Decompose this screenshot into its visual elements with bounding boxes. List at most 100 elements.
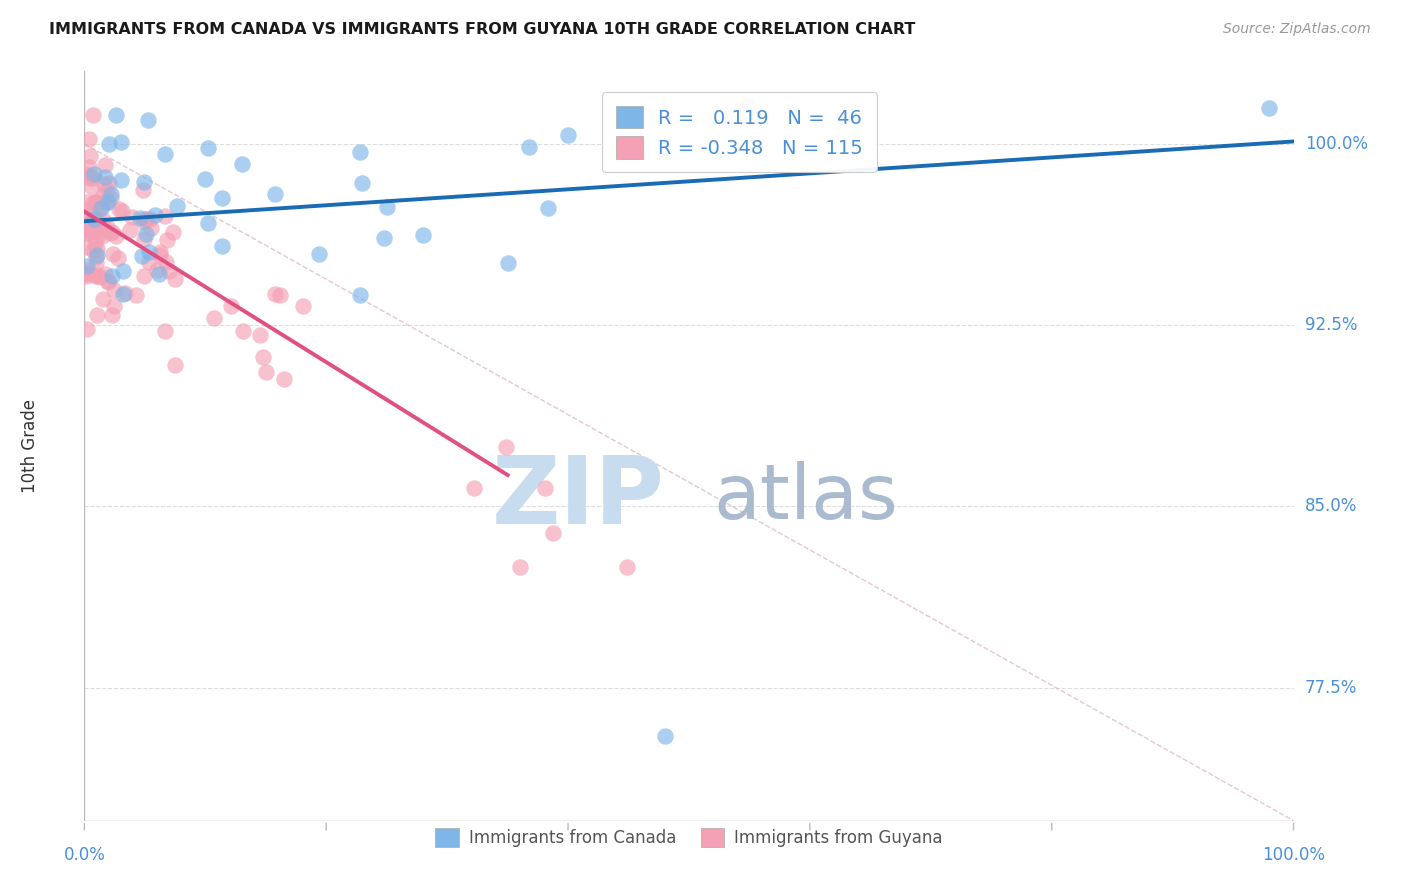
- Point: [157, 264, 180, 278]
- Point: [162, 226, 184, 240]
- Point: [138, 255, 160, 269]
- Text: 100.0%: 100.0%: [1263, 846, 1324, 863]
- Point: [101, 268, 124, 283]
- Point: [75, 239, 97, 253]
- Point: [132, 268, 155, 283]
- Point: [100, 225, 122, 239]
- Point: [82, 243, 104, 257]
- Point: [132, 232, 155, 246]
- Point: [291, 299, 314, 313]
- Point: [82, 195, 104, 210]
- Point: [93, 178, 115, 192]
- Point: [211, 191, 233, 205]
- Point: [75, 266, 97, 280]
- Text: 100.0%: 100.0%: [1305, 135, 1368, 153]
- Legend: Immigrants from Canada, Immigrants from Guyana: Immigrants from Canada, Immigrants from …: [429, 821, 949, 854]
- Point: [738, 98, 761, 112]
- Point: [79, 207, 101, 221]
- Point: [80, 208, 103, 222]
- Point: [131, 249, 153, 263]
- Point: [79, 222, 101, 236]
- Point: [155, 147, 177, 161]
- Point: [197, 216, 219, 230]
- Point: [153, 209, 176, 223]
- Point: [534, 481, 557, 495]
- Point: [125, 287, 148, 301]
- Point: [79, 170, 101, 185]
- Point: [91, 199, 114, 213]
- Point: [75, 226, 97, 240]
- Point: [249, 328, 271, 343]
- Point: [107, 202, 129, 217]
- Point: [86, 199, 108, 213]
- Point: [83, 212, 105, 227]
- Point: [537, 201, 560, 215]
- Point: [349, 145, 371, 160]
- Point: [79, 149, 101, 163]
- Point: [121, 211, 143, 225]
- Point: [156, 233, 179, 247]
- Point: [97, 274, 120, 288]
- Point: [84, 256, 107, 270]
- Point: [79, 160, 101, 174]
- Point: [89, 224, 111, 238]
- Point: [211, 238, 233, 252]
- Point: [90, 229, 112, 244]
- Point: [82, 108, 104, 122]
- Point: [86, 195, 108, 210]
- Point: [75, 203, 97, 218]
- Point: [197, 141, 219, 155]
- Point: [231, 157, 253, 171]
- Point: [103, 299, 125, 313]
- Point: [165, 272, 187, 286]
- Point: [375, 200, 398, 214]
- Point: [112, 286, 135, 301]
- Point: [557, 128, 579, 142]
- Point: [89, 218, 111, 232]
- Point: [495, 440, 517, 454]
- Point: [264, 186, 287, 201]
- Point: [120, 223, 142, 237]
- Text: 0.0%: 0.0%: [63, 846, 105, 863]
- Point: [129, 211, 152, 225]
- Point: [541, 525, 564, 540]
- Point: [252, 350, 274, 364]
- Point: [110, 136, 132, 150]
- Point: [84, 250, 107, 264]
- Point: [232, 324, 254, 338]
- Point: [103, 246, 125, 260]
- Point: [97, 194, 120, 209]
- Point: [77, 131, 100, 145]
- Point: [107, 251, 129, 265]
- Point: [86, 268, 108, 282]
- Point: [412, 228, 434, 243]
- Point: [148, 267, 170, 281]
- Point: [76, 209, 98, 223]
- Point: [79, 217, 101, 231]
- Point: [616, 560, 638, 574]
- Point: [97, 136, 120, 151]
- Point: [86, 212, 108, 227]
- Point: [134, 175, 156, 189]
- Point: [101, 308, 124, 322]
- Text: IMMIGRANTS FROM CANADA VS IMMIGRANTS FROM GUYANA 10TH GRADE CORRELATION CHART: IMMIGRANTS FROM CANADA VS IMMIGRANTS FRO…: [49, 22, 915, 37]
- Point: [90, 201, 112, 215]
- Point: [94, 158, 117, 172]
- Point: [96, 194, 118, 209]
- Text: 10th Grade: 10th Grade: [21, 399, 39, 493]
- Point: [373, 230, 395, 244]
- Point: [463, 481, 485, 495]
- Point: [76, 195, 98, 210]
- Point: [273, 372, 295, 386]
- Point: [114, 285, 136, 300]
- Point: [97, 275, 120, 289]
- Point: [350, 176, 373, 190]
- Point: [509, 560, 531, 574]
- Point: [91, 188, 114, 202]
- Point: [103, 283, 125, 297]
- Point: [75, 167, 97, 181]
- Point: [496, 256, 519, 270]
- Point: [83, 167, 105, 181]
- Point: [86, 242, 108, 256]
- Point: [139, 212, 162, 227]
